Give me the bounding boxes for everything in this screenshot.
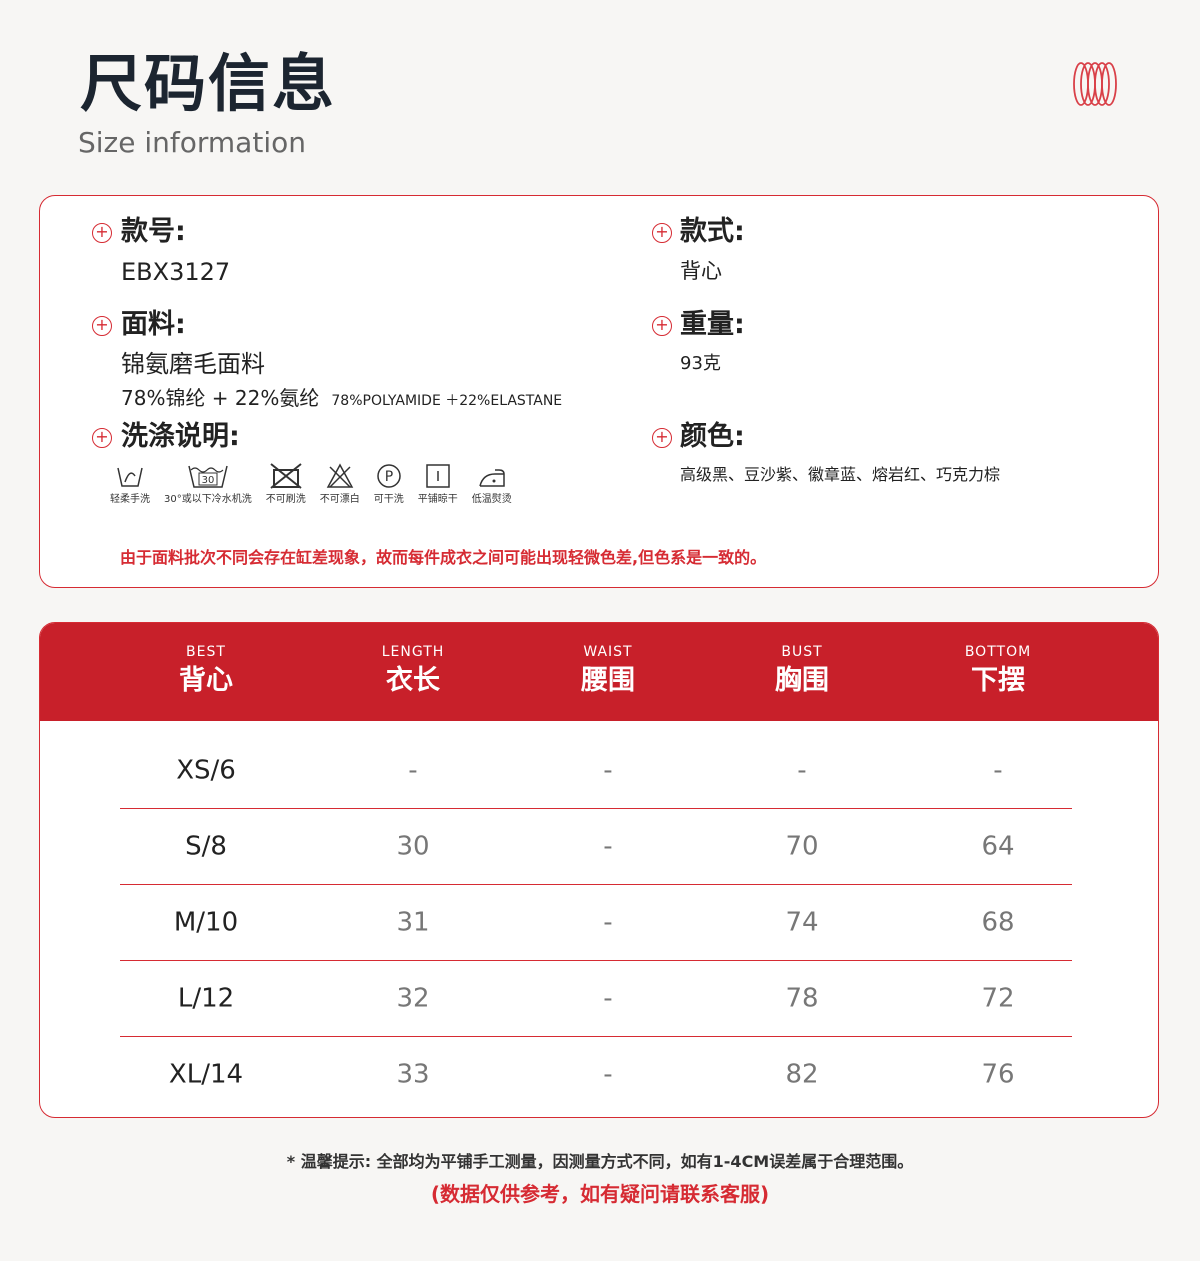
care-no-bleach: 不可漂白 bbox=[320, 462, 360, 506]
size-cell: XL/14 bbox=[168, 1059, 244, 1090]
plus-circle-icon: + bbox=[652, 316, 672, 336]
care-dry-flat: 平铺晾干 bbox=[418, 462, 458, 506]
care-low-iron: 低温熨烫 bbox=[472, 462, 512, 506]
measurement-cell: 78 bbox=[785, 982, 819, 1013]
color-values: 高级黑、豆沙紫、徽章蓝、熔岩红、巧克力棕 bbox=[680, 465, 1001, 484]
color-difference-warning: 由于面料批次不同会存在缸差现象，故而每件成衣之间可能出现轻微色差,但色系是一致的… bbox=[120, 548, 767, 567]
table-row: XS/6 - - - - bbox=[120, 733, 1072, 809]
care-hand-wash: 轻柔手洗 bbox=[110, 462, 150, 506]
style-label: 款式: bbox=[680, 216, 745, 247]
table-row: S/8 30 - 70 64 bbox=[120, 809, 1072, 885]
weight-label: 重量: bbox=[680, 309, 745, 340]
measurement-cell: 82 bbox=[785, 1059, 819, 1090]
style-no-label: 款号: bbox=[121, 216, 186, 247]
size-cell: XS/6 bbox=[176, 754, 236, 785]
care-dry-clean: P 可干洗 bbox=[374, 462, 404, 506]
composition-cn: 78%锦纶 + 22%氨纶 bbox=[121, 386, 320, 410]
measurement-cell: 76 bbox=[981, 1059, 1015, 1090]
measurement-cell: 72 bbox=[981, 982, 1015, 1013]
product-info-card bbox=[39, 195, 1159, 588]
fabric-label: 面料: bbox=[121, 309, 186, 340]
size-cell: L/12 bbox=[177, 982, 235, 1013]
col-en: LENGTH bbox=[381, 644, 445, 660]
care-label-text: 30°或以下冷水机洗 bbox=[164, 494, 252, 505]
measurement-cell: 74 bbox=[785, 906, 819, 937]
page-title: 尺码信息 bbox=[80, 47, 337, 120]
col-bust: BUST 胸围 bbox=[775, 643, 829, 697]
measurement-note: * 温馨提示: 全部均为平铺手工测量，因测量方式不同，如有1-4CM误差属于合理… bbox=[286, 1152, 914, 1171]
plus-circle-icon: + bbox=[92, 223, 112, 243]
col-best: BEST 背心 bbox=[179, 643, 233, 697]
measurement-cell: - bbox=[603, 1059, 613, 1090]
table-row: M/10 31 - 74 68 bbox=[120, 885, 1072, 961]
care-label-text: 不可漂白 bbox=[319, 494, 360, 505]
col-en: BOTTOM bbox=[964, 644, 1032, 660]
plus-circle-icon: + bbox=[652, 428, 672, 448]
col-zh: 腰围 bbox=[581, 665, 635, 696]
measurement-cell: - bbox=[603, 906, 613, 937]
measurement-cell: - bbox=[993, 754, 1003, 785]
table-row: L/12 32 - 78 72 bbox=[120, 961, 1072, 1037]
wash-temp: 30 bbox=[201, 475, 214, 486]
plus-circle-icon: + bbox=[92, 428, 112, 448]
hand-wash-icon bbox=[117, 467, 143, 487]
col-length: LENGTH 衣长 bbox=[382, 643, 445, 697]
style-value: 背心 bbox=[680, 259, 722, 283]
care-label-text: 不可刷洗 bbox=[265, 494, 306, 505]
size-table: BEST 背心 LENGTH 衣长 WAIST 腰围 BUST 胸围 BOTTOM 下摆 … bbox=[39, 622, 1159, 1118]
care-label-text: 低温熨烫 bbox=[471, 494, 512, 505]
col-waist: WAIST 腰围 bbox=[581, 643, 635, 697]
col-en: BUST bbox=[781, 644, 823, 660]
measurement-cell: 32 bbox=[396, 982, 430, 1013]
col-zh: 下摆 bbox=[971, 665, 1025, 696]
measurement-cell: - bbox=[603, 754, 613, 785]
care-label: 洗涤说明: bbox=[121, 421, 240, 452]
style-no-value: EBX3127 bbox=[121, 258, 231, 286]
measurement-cell: - bbox=[603, 982, 613, 1013]
dry-flat-icon bbox=[425, 464, 450, 488]
col-en: WAIST bbox=[583, 644, 633, 660]
care-no-brush: 不可刷洗 bbox=[266, 462, 306, 506]
measurement-cell: 30 bbox=[396, 830, 430, 861]
fabric-value: 锦氨磨毛面料 bbox=[121, 350, 265, 378]
measurement-cell: - bbox=[408, 754, 418, 785]
measurement-cell: 31 bbox=[396, 906, 430, 937]
no-brush-icon bbox=[270, 463, 302, 489]
care-label-text: 平铺晾干 bbox=[417, 494, 458, 505]
plus-circle-icon: + bbox=[92, 316, 112, 336]
care-machine-wash: 30 30°或以下冷水机洗 bbox=[164, 462, 252, 506]
plus-circle-icon: + bbox=[652, 223, 672, 243]
size-cell: S/8 bbox=[185, 830, 227, 861]
col-zh: 胸围 bbox=[775, 665, 829, 696]
measurement-cell: 68 bbox=[981, 906, 1015, 937]
measurement-cell: 33 bbox=[396, 1059, 430, 1090]
measurement-cell: 70 bbox=[785, 830, 819, 861]
low-iron-icon bbox=[479, 469, 505, 487]
composition: 78%锦纶 + 22%氨纶 78%POLYAMIDE ＋22%ELASTANE bbox=[121, 386, 562, 410]
page-subtitle: Size information bbox=[78, 126, 306, 159]
brand-logo-icon bbox=[1073, 62, 1117, 106]
measurement-cell: - bbox=[603, 830, 613, 861]
col-zh: 背心 bbox=[179, 665, 233, 696]
dry-clean-letter: P bbox=[385, 469, 393, 485]
table-row: XL/14 33 - 82 76 bbox=[120, 1037, 1072, 1113]
composition-en: 78%POLYAMIDE ＋22%ELASTANE bbox=[331, 393, 563, 409]
care-label-text: 轻柔手洗 bbox=[110, 494, 150, 505]
care-icons: 轻柔手洗 30 30°或以下冷水机洗 不可刷洗 不可漂白 P 可干洗 平铺晾干 低温… bbox=[110, 462, 526, 506]
col-bottom: BOTTOM 下摆 bbox=[965, 643, 1031, 697]
measurement-cell: - bbox=[797, 754, 807, 785]
color-label: 颜色: bbox=[680, 421, 745, 452]
col-zh: 衣长 bbox=[385, 665, 440, 696]
col-en: BEST bbox=[186, 644, 226, 660]
size-cell: M/10 bbox=[173, 906, 239, 937]
machine-wash-30-icon: 30 bbox=[188, 465, 228, 488]
care-label-text: 可干洗 bbox=[373, 494, 404, 505]
reference-note: (数据仅供参考，如有疑问请联系客服) bbox=[430, 1182, 770, 1206]
no-bleach-icon bbox=[326, 463, 353, 488]
measurement-cell: 64 bbox=[981, 830, 1015, 861]
size-table-header: BEST 背心 LENGTH 衣长 WAIST 腰围 BUST 胸围 BOTTOM 下摆 bbox=[40, 623, 1158, 721]
dry-clean-p-icon: P bbox=[376, 464, 401, 488]
weight-value: 93克 bbox=[680, 353, 721, 374]
